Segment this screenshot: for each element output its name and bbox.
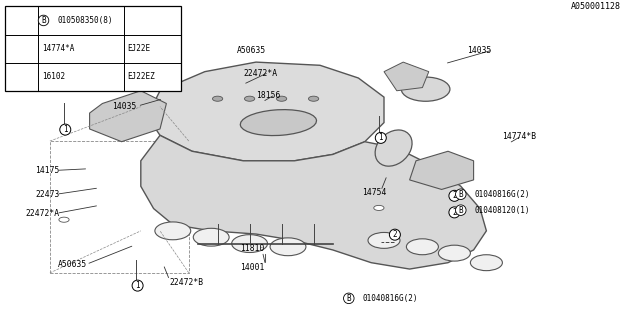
Circle shape (406, 239, 438, 255)
Text: EJ22E: EJ22E (127, 44, 150, 53)
Circle shape (232, 235, 268, 252)
Text: 010408120(1): 010408120(1) (475, 206, 531, 215)
Polygon shape (141, 135, 486, 269)
Circle shape (212, 96, 223, 101)
Text: 14001: 14001 (240, 263, 264, 272)
Text: 2: 2 (392, 230, 397, 239)
Text: 2: 2 (452, 191, 457, 200)
Text: EJ22EZ: EJ22EZ (127, 72, 155, 81)
Text: A50635: A50635 (58, 260, 87, 269)
Circle shape (131, 61, 141, 66)
Polygon shape (147, 62, 384, 161)
Text: 1: 1 (135, 281, 140, 290)
Circle shape (276, 96, 287, 101)
Text: 1: 1 (19, 16, 24, 25)
Text: 14754: 14754 (362, 188, 386, 197)
Text: A050001128: A050001128 (571, 2, 621, 11)
Text: 22472*A: 22472*A (243, 69, 277, 78)
Text: 22473: 22473 (35, 190, 60, 199)
Circle shape (308, 96, 319, 101)
Text: B: B (458, 206, 463, 215)
Circle shape (59, 217, 69, 222)
Circle shape (470, 255, 502, 271)
Text: 18156: 18156 (256, 91, 280, 100)
Text: 22472*B: 22472*B (170, 278, 204, 287)
Text: 2: 2 (19, 44, 24, 53)
Text: 11810: 11810 (240, 244, 264, 253)
Text: 01040816G(2): 01040816G(2) (475, 190, 531, 199)
Text: 14175: 14175 (35, 166, 60, 175)
Polygon shape (122, 56, 179, 91)
FancyBboxPatch shape (5, 6, 181, 91)
Circle shape (438, 245, 470, 261)
Ellipse shape (241, 110, 316, 136)
Circle shape (193, 228, 229, 246)
Text: 14774*B: 14774*B (502, 132, 536, 141)
Text: 1: 1 (378, 133, 383, 142)
Text: 14035: 14035 (112, 102, 136, 111)
Polygon shape (410, 151, 474, 189)
Text: 16102: 16102 (42, 72, 65, 81)
Text: 010508350(8): 010508350(8) (58, 16, 113, 25)
Text: 2: 2 (452, 208, 457, 217)
Text: 22472*A: 22472*A (26, 209, 60, 218)
Circle shape (244, 96, 255, 101)
Polygon shape (384, 62, 429, 91)
Polygon shape (90, 91, 166, 142)
Text: 1: 1 (63, 125, 68, 134)
Circle shape (155, 222, 191, 240)
Text: 14035: 14035 (467, 46, 492, 55)
Text: B: B (346, 294, 351, 303)
Circle shape (374, 205, 384, 211)
Text: B: B (458, 190, 463, 199)
Circle shape (368, 232, 400, 248)
Ellipse shape (375, 130, 412, 166)
Text: 01040816G(2): 01040816G(2) (363, 294, 419, 303)
Circle shape (270, 238, 306, 256)
Circle shape (401, 77, 450, 101)
Text: A50635: A50635 (237, 46, 266, 55)
Text: B: B (41, 16, 46, 25)
Text: 14774*A: 14774*A (42, 44, 75, 53)
